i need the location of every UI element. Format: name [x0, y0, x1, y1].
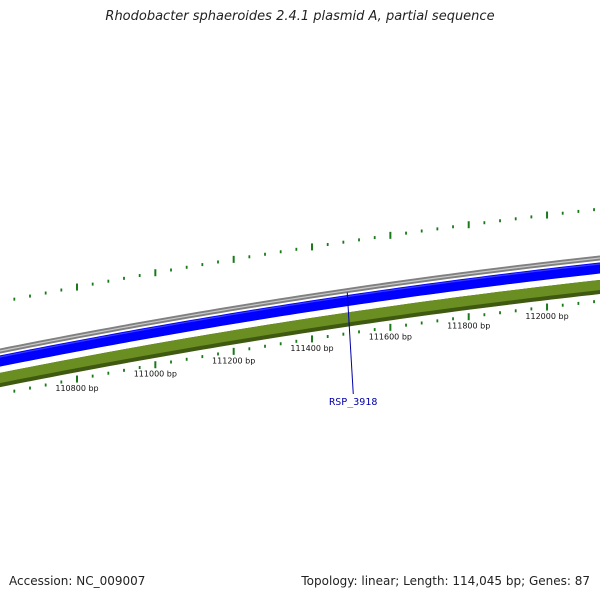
scale-label: 111600 bp — [369, 332, 412, 341]
gene-label[interactable]: RSP_3918 — [329, 397, 377, 408]
scale-label: 111000 bp — [134, 370, 177, 379]
forward-strand-highlight — [0, 263, 600, 358]
tick-labels-layer: 110800 bp 111000 bp 111200 bp 111400 bp 1116… — [55, 312, 568, 393]
scale-label: 112000 bp — [525, 312, 568, 321]
accession-text: Accession: NC_009007 — [9, 574, 146, 588]
forward-strand-track — [0, 262, 600, 367]
ticks-layer — [13, 208, 595, 393]
map-title: Rhodobacter sphaeroides 2.4.1 plasmid A,… — [105, 9, 495, 24]
scale-label: 111800 bp — [447, 322, 490, 331]
tracks-layer — [0, 255, 600, 388]
gene-leader-line — [346, 292, 354, 395]
scale-label: 110800 bp — [55, 384, 98, 393]
gene-labels-layer: RSP_3918 — [329, 292, 377, 408]
scale-label: 111200 bp — [212, 356, 255, 365]
backbone-highlight — [0, 257, 600, 352]
summary-text: Topology: linear; Length: 114,045 bp; Ge… — [301, 574, 590, 588]
scale-label: 111400 bp — [290, 344, 333, 353]
reverse-strand-track — [0, 279, 600, 384]
